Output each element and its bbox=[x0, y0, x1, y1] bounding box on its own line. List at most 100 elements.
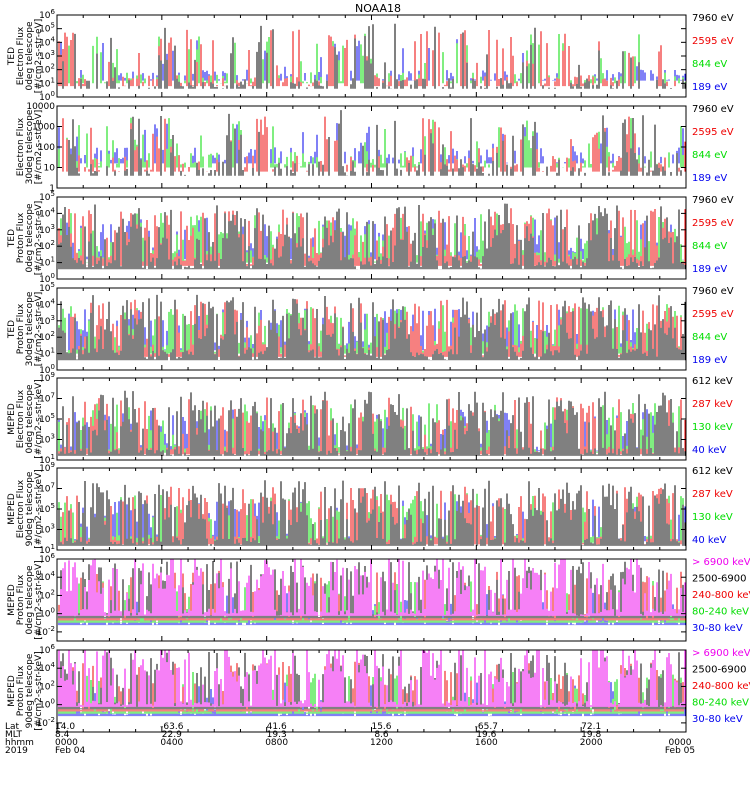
y-tick-label: 1000 bbox=[32, 123, 55, 133]
panel-1-traces bbox=[57, 23, 686, 89]
series-trace-7960-ev bbox=[57, 294, 686, 361]
footer-date: Feb 05 bbox=[665, 746, 695, 756]
y-tick-label: 107 bbox=[39, 392, 55, 405]
legend-entry: 844 eV bbox=[692, 241, 727, 252]
series-trace-612-kev bbox=[57, 390, 686, 456]
y-tick-label: 106 bbox=[39, 8, 55, 21]
y-tick-label: 104 bbox=[39, 35, 55, 48]
legend-entry: 2500-6900 bbox=[692, 665, 747, 676]
y-axis-label: MEPED bbox=[7, 584, 17, 616]
y-tick-label: 101 bbox=[39, 347, 55, 360]
series-trace--6900-kev bbox=[57, 650, 686, 707]
panel-4-traces bbox=[57, 294, 686, 361]
y-tick-label: 1 bbox=[49, 184, 55, 194]
footer-lat: 15.6 bbox=[371, 722, 391, 732]
footer-mlt: 19.6 bbox=[476, 730, 496, 740]
panel-5: 101 103 105 107 109 MEPED Electron Flux 0deg te… bbox=[7, 371, 733, 466]
footer-mlt: 8.4 bbox=[55, 730, 70, 740]
legend-entry: 189 eV bbox=[692, 264, 727, 275]
footer-mlt: 8.6 bbox=[374, 730, 389, 740]
footer-date: Feb 04 bbox=[55, 746, 86, 756]
footer-lat: -63.6 bbox=[160, 722, 184, 732]
y-tick-label: 105 bbox=[39, 281, 55, 294]
legend-entry: 2595 eV bbox=[692, 218, 734, 229]
y-axis-label: 90deg telescope bbox=[25, 471, 35, 546]
series-trace-844-ev bbox=[57, 117, 686, 168]
panel-2-traces bbox=[57, 110, 686, 176]
y-axis-label: [#/cm2-s-str-keV] bbox=[34, 651, 44, 730]
y-tick-label: 104 bbox=[39, 661, 55, 674]
legend-entry: 844 eV bbox=[692, 332, 727, 343]
panel-6: 101 103 105 107 109 MEPED Electron Flux 90deg t… bbox=[7, 461, 733, 556]
legend-entry: 2595 eV bbox=[692, 36, 734, 47]
legend-entry: 30-80 keV bbox=[692, 714, 743, 725]
series-trace-7960-ev bbox=[57, 110, 682, 176]
legend-entry: > 6900 keV bbox=[692, 648, 750, 659]
footer-lat: 41.6 bbox=[267, 722, 287, 732]
footer-lat: -65.7 bbox=[475, 722, 498, 732]
y-tick-label: 103 bbox=[39, 433, 55, 446]
panel-8-traces bbox=[57, 650, 686, 717]
y-axis-label: TED bbox=[7, 47, 17, 66]
y-axis-label: Proton Flux bbox=[16, 303, 26, 354]
y-tick-label: 101 bbox=[39, 256, 55, 269]
legend-entry: 844 eV bbox=[692, 150, 727, 161]
y-tick-label: 103 bbox=[39, 49, 55, 62]
panel-4: 100 101 102 103 104 105 TED Proton Flux 30deg te… bbox=[7, 281, 734, 376]
footer-hhmm: 0800 bbox=[265, 738, 288, 748]
y-axis-label: [#/cm2-s-str-eV] bbox=[34, 292, 44, 367]
series-trace-612-kev bbox=[57, 480, 686, 546]
legend-entry: 7960 eV bbox=[692, 104, 734, 115]
panel-8: 10-2 100 102 104 106 MEPED Proton Flux 90deg te… bbox=[7, 643, 750, 733]
y-axis-label: [#/cm2-s-str-eV] bbox=[34, 110, 44, 185]
y-axis-label: Electron Flux bbox=[16, 26, 26, 85]
y-axis-label: Proton Flux bbox=[16, 212, 26, 263]
series-trace--6900-kev bbox=[57, 559, 686, 616]
legend-entry: 240-800 keV bbox=[692, 590, 750, 601]
footer-hhmm: 0000 bbox=[669, 738, 692, 748]
y-tick-label: 10-2 bbox=[37, 625, 55, 638]
legend-entry: 130 keV bbox=[692, 512, 733, 523]
legend-entry: 287 keV bbox=[692, 399, 733, 410]
y-axis-label: 90deg telescope bbox=[25, 653, 35, 728]
panel-3: 100 101 102 103 104 105 TED Proton Flux 0deg tel… bbox=[7, 190, 734, 285]
y-tick-label: 100 bbox=[38, 143, 55, 153]
y-tick-label: 104 bbox=[39, 206, 55, 219]
y-tick-label: 104 bbox=[39, 297, 55, 310]
y-axis-label: 0deg telescope bbox=[25, 565, 35, 635]
y-axis-label: Electron Flux bbox=[16, 389, 26, 448]
legend-entry: 80-240 keV bbox=[692, 698, 749, 709]
y-tick-label: 107 bbox=[39, 482, 55, 495]
footer-lat: 14.0 bbox=[55, 722, 75, 732]
y-tick-label: 105 bbox=[39, 502, 55, 515]
y-axis-label: MEPED bbox=[7, 493, 17, 525]
y-tick-label: 105 bbox=[39, 190, 55, 203]
panel-2-frame bbox=[56, 105, 687, 189]
y-axis-label: [#/cm2-s-str-keV] bbox=[34, 560, 44, 639]
legend-entry: 189 eV bbox=[692, 173, 727, 184]
y-tick-label: 100 bbox=[39, 698, 55, 711]
legend-entry: 130 keV bbox=[692, 422, 733, 433]
y-tick-label: 103 bbox=[39, 314, 55, 327]
legend-entry: 40 keV bbox=[692, 535, 726, 546]
panel-7-traces bbox=[57, 559, 686, 626]
y-tick-label: 102 bbox=[39, 330, 55, 343]
y-axis-label: 0deg telescope bbox=[25, 203, 35, 273]
y-axis-label: [#/cm2-s-str-eV] bbox=[34, 201, 44, 276]
legend-entry: 287 keV bbox=[692, 489, 733, 500]
footer-row-label: 2019 bbox=[5, 746, 28, 756]
legend-entry: 2500-6900 bbox=[692, 574, 747, 585]
y-tick-label: 100 bbox=[39, 363, 55, 376]
footer-mlt: 19.8 bbox=[581, 730, 601, 740]
y-axis-label: Proton Flux bbox=[16, 665, 26, 716]
footer-hhmm: 0400 bbox=[160, 738, 183, 748]
y-tick-label: 109 bbox=[39, 461, 55, 474]
y-axis-label: [#/cm2-s-str-eV] bbox=[34, 19, 44, 94]
y-tick-label: 100 bbox=[39, 90, 55, 103]
y-tick-label: 105 bbox=[39, 412, 55, 425]
y-axis-label: 0deg telescope bbox=[25, 21, 35, 91]
legend-entry: 189 eV bbox=[692, 355, 727, 366]
y-tick-label: 10 bbox=[44, 164, 56, 174]
